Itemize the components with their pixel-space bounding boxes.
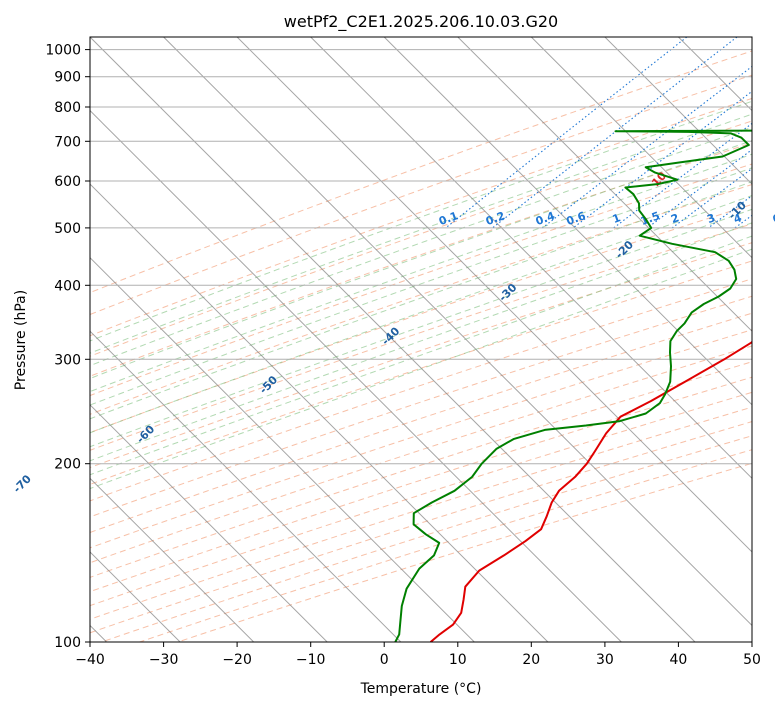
x-axis-ticks: −40 −30 −20 −10 0 10 20 30 40 50: [75, 642, 761, 668]
x-axis-title: Temperature (°C): [360, 681, 482, 697]
moist-adiabat-line: [90, 181, 752, 420]
isotherm-line: [457, 37, 752, 332]
y-axis-ticks: 100 200 300 400 500 600 700 800 900 1000: [45, 43, 90, 651]
dry-adiabat-line: [90, 163, 752, 397]
y-tick-label: 300: [54, 352, 81, 368]
x-tick-label: 30: [596, 652, 614, 668]
mixing-ratio-label: 2: [669, 211, 681, 226]
y-tick-label: 700: [54, 134, 81, 150]
isotherm-line: [90, 477, 255, 642]
background-lines: [90, 37, 752, 642]
isotherm-line: [236, 37, 752, 553]
y-axis-title: Pressure (hPa): [13, 290, 29, 390]
mixing-ratio-label: 3: [705, 211, 717, 226]
mixing-ratio-label: 0.6: [565, 209, 588, 228]
moist-adiabat-line: [90, 195, 752, 434]
moist-adiabat-line: [90, 113, 752, 354]
dry-adiabat-line: [90, 184, 752, 415]
x-tick-label: −40: [75, 652, 105, 668]
x-tick-label: 20: [522, 652, 540, 668]
mixing-ratio-line: [671, 167, 752, 229]
x-tick-label: −30: [149, 652, 179, 668]
mixing-ratio-label: 4: [732, 211, 744, 226]
x-tick-label: 10: [449, 652, 467, 668]
y-tick-label: 800: [54, 100, 81, 116]
dry-adiabat-line: [90, 50, 752, 294]
mixing-ratio-line: [492, 37, 738, 229]
x-tick-label: 0: [380, 652, 389, 668]
mixing-ratio-label: 0.2: [484, 209, 507, 228]
isotherm-line: [383, 37, 752, 406]
profile-series: [394, 129, 752, 642]
x-tick-label: 40: [669, 652, 687, 668]
x-tick-label: −10: [296, 652, 326, 668]
dry-adiabat-line: [90, 376, 752, 593]
y-tick-label: 100: [54, 635, 81, 651]
moist-adiabat-line: [90, 100, 752, 342]
dry-adiabat-line: [90, 242, 752, 469]
mixing-ratio-label: 1.5: [639, 209, 662, 228]
y-tick-label: 1000: [45, 43, 81, 59]
dry-adiabat-line: [101, 435, 752, 642]
plot-frame: [89, 36, 753, 643]
isotherm-line: [163, 37, 752, 627]
y-tick-label: 900: [54, 70, 81, 86]
chart-title: wetPf2_C2E1.2025.206.10.03.G20: [284, 12, 558, 32]
isotherm-line: [604, 37, 752, 185]
moist-adiabat-line: [90, 140, 752, 380]
isotherm-line: [90, 404, 328, 642]
moist-adiabat-line: [90, 208, 752, 448]
mixing-ratio-labels: 0.10.20.40.611.52346810131620253036: [437, 209, 775, 228]
isotherm-line: [90, 256, 475, 642]
dry-adiabat-line: [90, 391, 752, 607]
isotherm-line: [90, 183, 549, 642]
moist-adiabat-line: [90, 167, 752, 406]
y-tick-label: 400: [54, 278, 81, 294]
mixing-ratio-line: [572, 90, 752, 229]
isotherm-line: [90, 330, 402, 642]
dry-adiabat-line: [90, 203, 752, 434]
temperature-profile-line: [429, 340, 752, 642]
y-tick-label: 200: [54, 457, 81, 473]
isotherm-line: [530, 37, 752, 259]
y-tick-label: 600: [54, 174, 81, 190]
mixing-ratio-label: 0.1: [437, 209, 460, 228]
y-tick-label: 500: [54, 221, 81, 237]
x-tick-label: 50: [743, 652, 761, 668]
isotherm-line: [90, 37, 696, 642]
mixing-ratio-label: 0.4: [534, 209, 557, 228]
dry-adiabat-line: [90, 74, 752, 316]
moist-adiabat-line: [90, 222, 752, 462]
mixing-ratio-label: 1: [611, 211, 623, 226]
moist-adiabat-line: [90, 126, 752, 367]
isotherm-line: [310, 37, 752, 480]
mixing-ratio-line: [542, 65, 752, 229]
dry-adiabat-line: [90, 120, 752, 357]
mixing-ratio-label: 6: [771, 211, 775, 226]
dry-adiabat-line: [90, 142, 752, 377]
x-tick-label: −20: [222, 652, 252, 668]
dry-adiabat-line: [90, 223, 752, 451]
dry-adiabat-line: [90, 421, 752, 634]
isotherm-line: [90, 109, 622, 642]
dewpoint-profile-line: [394, 129, 752, 642]
